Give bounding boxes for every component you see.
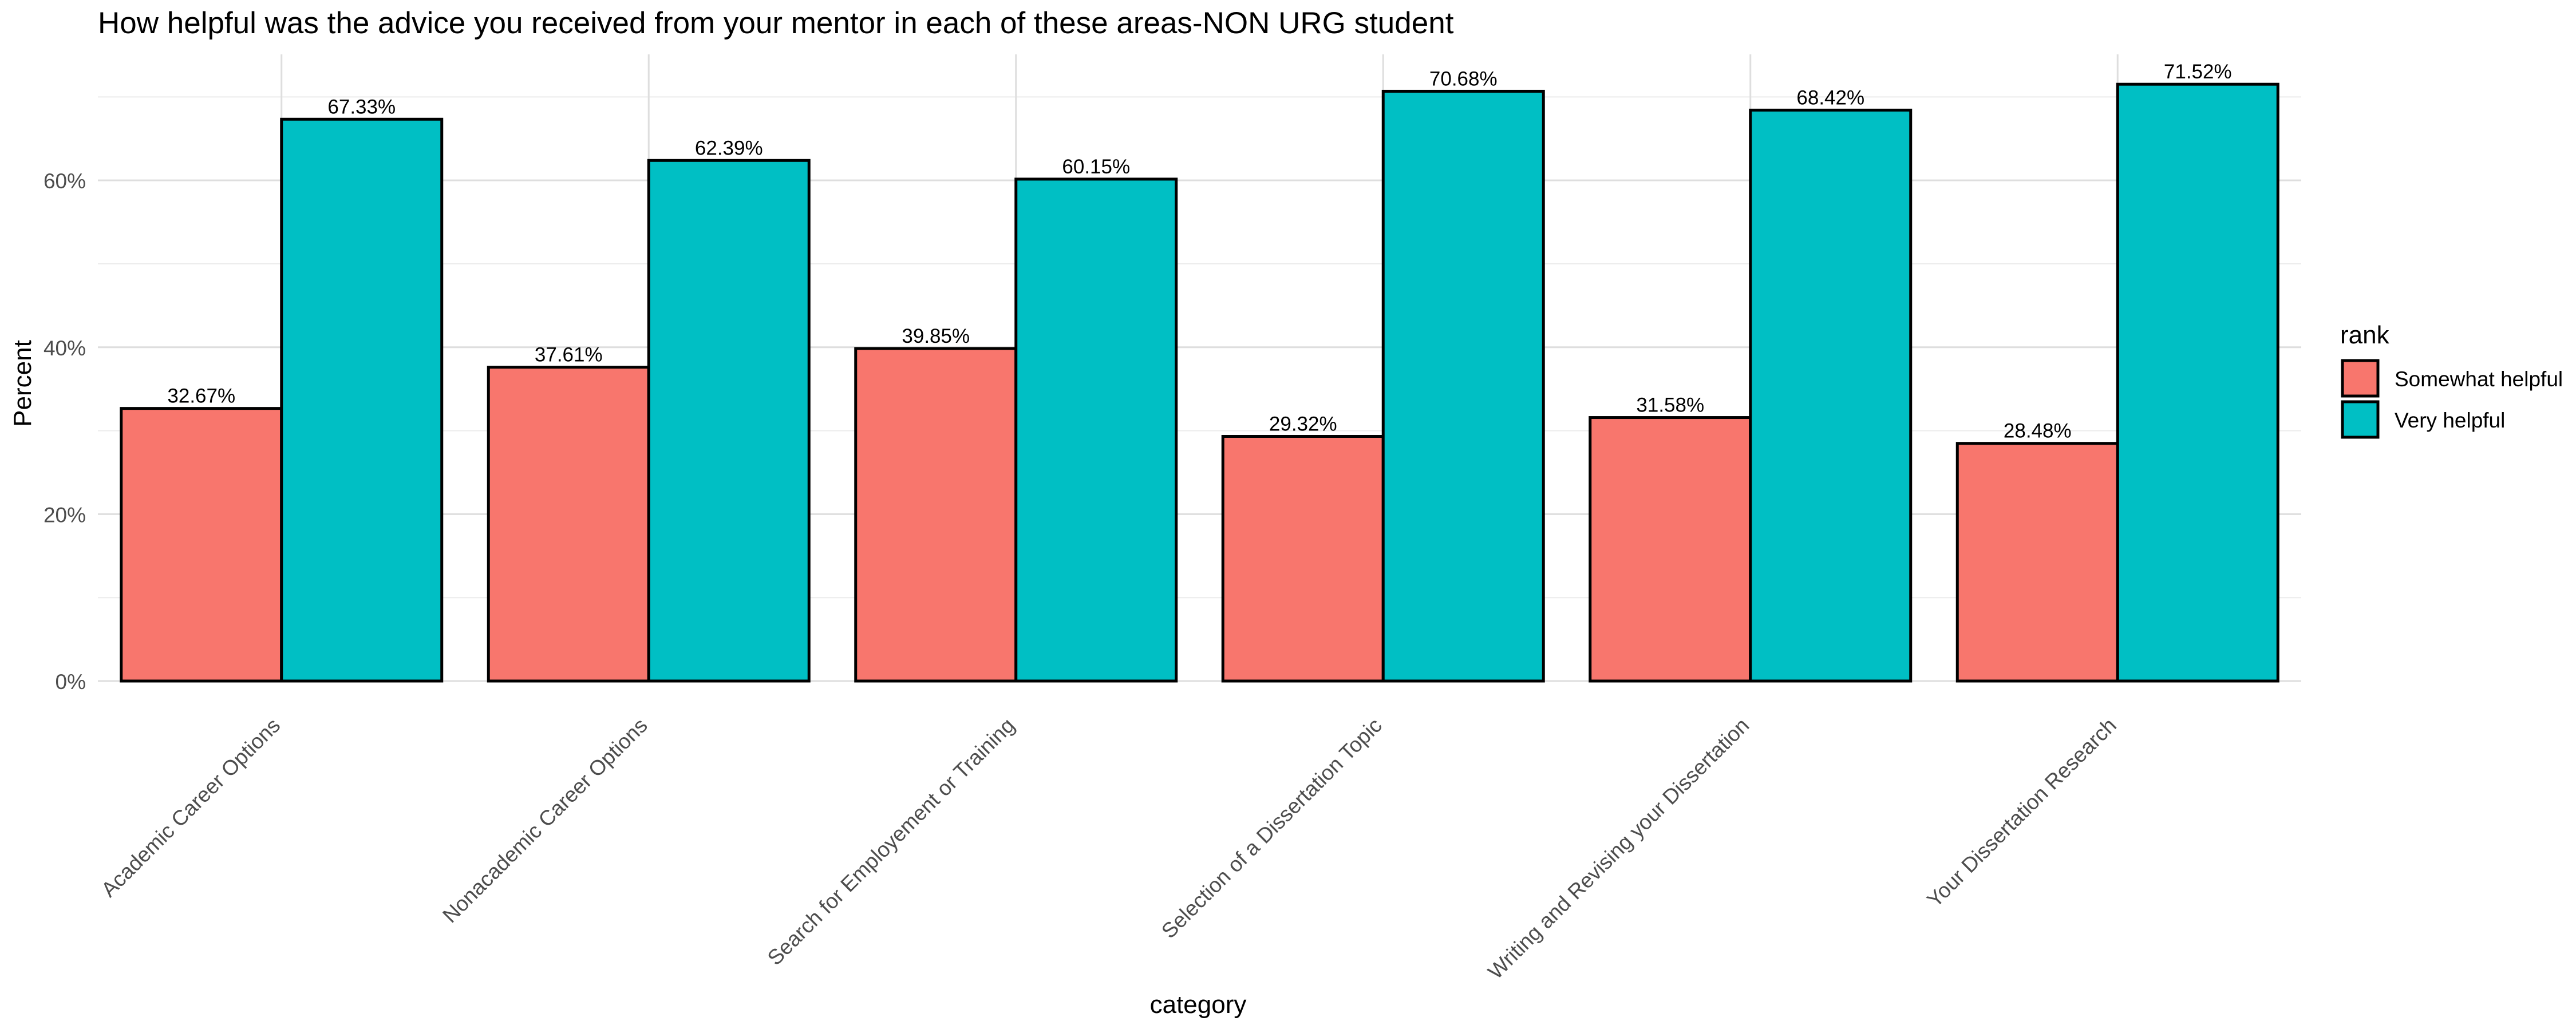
y-tick-label: 40% xyxy=(44,337,86,360)
y-tick-label: 20% xyxy=(44,503,86,527)
legend-key xyxy=(2341,359,2380,398)
x-axis-title: category xyxy=(1150,991,1247,1019)
legend-key xyxy=(2341,400,2380,439)
legend-label: Somewhat helpful xyxy=(2395,367,2563,391)
legend-items: Somewhat helpful Very helpful xyxy=(2341,359,2563,439)
bar-very-helpful xyxy=(280,117,444,683)
bars xyxy=(120,82,2279,683)
bar-value-label: 70.68% xyxy=(1429,68,1498,90)
x-tick-label: Nonacademic Career Options xyxy=(438,714,652,928)
bar-value-label: 29.32% xyxy=(1269,413,1337,435)
bar-somewhat-helpful xyxy=(1221,434,1385,683)
legend: rank Somewhat helpful Very helpful xyxy=(2340,321,2563,439)
bar-very-helpful xyxy=(2116,82,2279,683)
x-tick-label: Your Dissertation Research xyxy=(1922,714,2121,912)
bar-very-helpful xyxy=(1014,177,1178,683)
bar-value-label: 39.85% xyxy=(902,325,970,347)
bar-value-label: 60.15% xyxy=(1062,156,1130,178)
chart-title: How helpful was the advice you received … xyxy=(98,6,1454,40)
bar-somewhat-helpful xyxy=(120,407,283,683)
x-tick-label: Selection of a Dissertation Topic xyxy=(1157,714,1386,943)
bar-value-labels: 32.67% 37.61% 39.85% 29.32% 31.58% 28.48% 67.3… xyxy=(167,61,2231,442)
bar-somewhat-helpful xyxy=(1589,416,1752,683)
legend-label: Very helpful xyxy=(2395,409,2505,432)
bar-value-label: 62.39% xyxy=(695,137,763,159)
x-tick-label: Academic Career Options xyxy=(97,714,285,902)
x-tick-label: Search for Employement or Training xyxy=(763,714,1020,970)
bar-value-label: 37.61% xyxy=(535,344,603,366)
y-axis: 0% 20% 40% 60% xyxy=(44,169,86,694)
bar-value-label: 67.33% xyxy=(327,96,396,118)
bar-value-label: 31.58% xyxy=(1636,394,1704,417)
x-axis: Academic Career Options Nonacademic Caree… xyxy=(97,714,2121,984)
legend-title: rank xyxy=(2340,321,2390,349)
y-axis-title: Percent xyxy=(9,340,37,427)
bar-somewhat-helpful xyxy=(1955,442,2119,683)
bar-somewhat-helpful xyxy=(487,366,650,683)
bar-value-label: 71.52% xyxy=(2164,61,2232,83)
bar-very-helpful xyxy=(1381,89,1545,683)
bar-value-label: 68.42% xyxy=(1796,86,1864,109)
bar-very-helpful xyxy=(647,159,811,683)
bar-value-label: 32.67% xyxy=(167,385,235,407)
bar-value-label: 28.48% xyxy=(2004,420,2072,442)
y-tick-label: 0% xyxy=(56,670,86,694)
y-tick-label: 60% xyxy=(44,169,86,193)
bar-very-helpful xyxy=(1749,108,1913,683)
x-tick-label: Writing and Revising your Dissertation xyxy=(1483,714,1753,984)
bar-somewhat-helpful xyxy=(854,347,1018,683)
